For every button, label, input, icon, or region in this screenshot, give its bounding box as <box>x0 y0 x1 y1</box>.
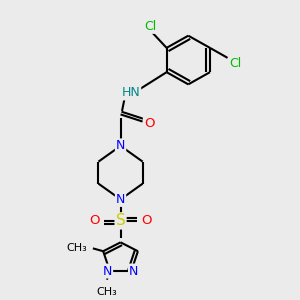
Text: N: N <box>116 140 125 152</box>
Text: CH₃: CH₃ <box>97 287 117 297</box>
Text: O: O <box>144 117 154 130</box>
Text: S: S <box>116 213 125 228</box>
Text: N: N <box>103 265 112 278</box>
Text: N: N <box>129 265 138 278</box>
Text: O: O <box>89 214 100 227</box>
Text: HN: HN <box>122 86 140 99</box>
Text: Cl: Cl <box>229 56 241 70</box>
Text: O: O <box>141 214 152 227</box>
Text: CH₃: CH₃ <box>66 243 87 254</box>
Text: Cl: Cl <box>144 20 157 33</box>
Text: N: N <box>116 193 125 206</box>
